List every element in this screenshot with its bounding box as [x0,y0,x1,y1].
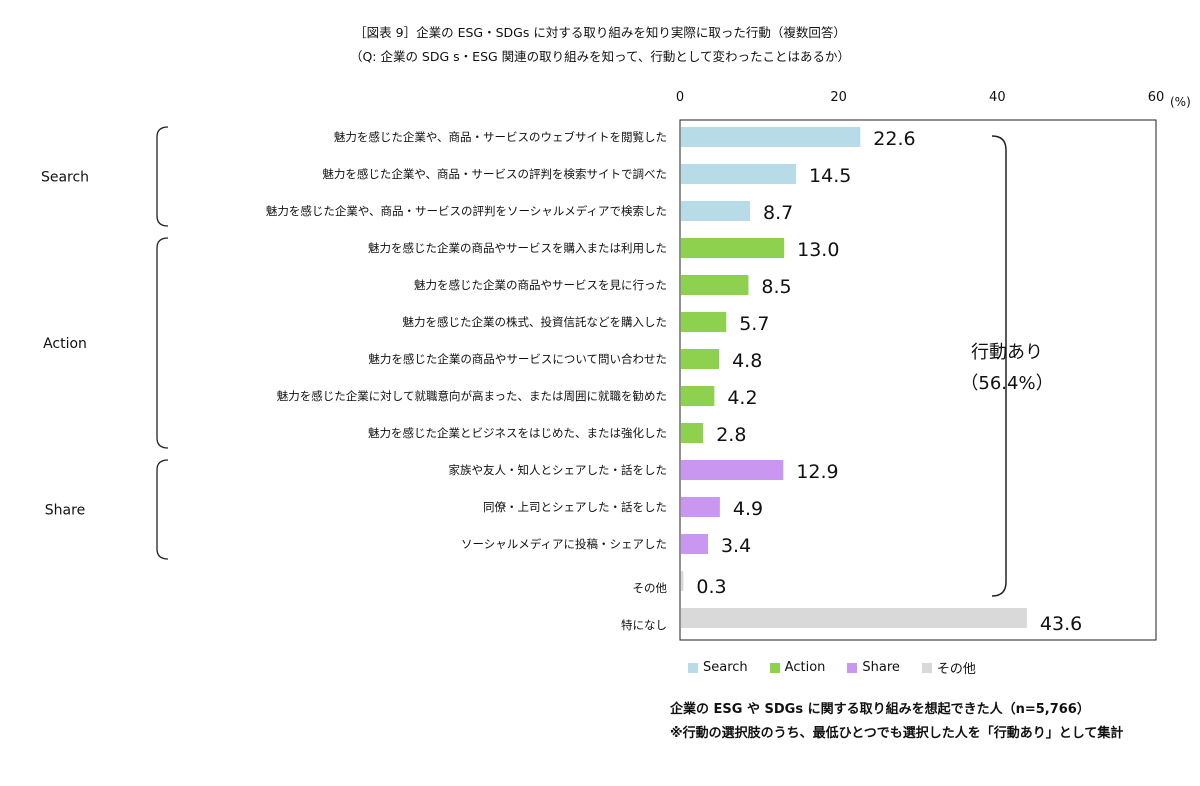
bar [681,127,861,147]
chart-subtitle: （Q: 企業の SDG s・ESG 関連の取り組みを知って、行動として変わったこ… [349,49,851,64]
category-label: 魅力を感じた企業とビジネスをはじめた、または強化した [368,426,667,440]
category-label: 特になし [621,618,667,632]
group-label: Share [45,503,85,519]
category-label: 魅力を感じた企業に対して就職意向が高まった、または周囲に就職を勧めた [277,389,667,403]
action-total-value: （56.4%） [960,373,1053,394]
category-label: 魅力を感じた企業の商品やサービスについて問い合わせた [368,352,667,366]
x-axis-unit: (%) [1170,95,1191,109]
bar [681,386,715,406]
chart-title: ［図表 9］企業の ESG・SDGs に対する取り組みを知り実際に取った行動（複… [354,25,846,40]
value-label: 13.0 [797,239,839,261]
value-label: 4.2 [727,387,757,409]
value-label: 4.8 [732,350,762,372]
group-bracket [156,459,169,560]
x-tick-label: 20 [830,90,847,105]
category-label: 魅力を感じた企業や、商品・サービスの評判をソーシャルメディアで検索した [266,204,667,218]
bar [681,571,684,591]
bar [681,349,720,369]
legend-swatch-search [688,662,698,673]
value-label: 8.7 [763,202,793,224]
value-label: 4.9 [733,498,763,520]
bar [681,238,785,258]
bar [681,460,784,480]
x-tick-label: 40 [989,90,1006,105]
legend-item-other: その他 [921,658,976,677]
value-label: 5.7 [739,313,769,335]
bar [681,201,751,221]
bar [681,608,1027,628]
legend-swatch-action [769,662,780,673]
action-total-label: 行動あり [971,342,1043,363]
legend-item-search: Search [688,658,748,677]
category-label: 魅力を感じた企業や、商品・サービスの評判を検索サイトで調べた [322,167,667,181]
legend-swatch-share [847,662,858,673]
bar [681,275,749,295]
value-label: 14.5 [809,165,851,187]
legend-label-other: その他 [936,662,976,677]
value-label: 22.6 [873,128,915,150]
legend: Search Action Share その他 [688,658,976,677]
value-label: 8.5 [761,276,791,298]
definition-note: ※行動の選択肢のうち、最低ひとつでも選択した人を「行動あり」として集計 [670,726,1124,741]
group-label: Action [43,336,87,352]
legend-swatch-other [921,662,932,673]
bar [681,534,708,554]
x-tick-label: 0 [676,90,684,105]
value-label: 0.3 [696,576,726,598]
legend-label-search: Search [703,660,748,675]
legend-label-action: Action [784,660,826,675]
bar [681,312,727,332]
category-label: 魅力を感じた企業や、商品・サービスのウェブサイトを閲覧した [334,130,667,144]
category-label: 魅力を感じた企業の株式、投資信託などを購入した [403,315,668,329]
category-label: その他 [633,581,668,595]
group-bracket [156,126,169,227]
action-total-bracket [991,135,1007,597]
bar-chart: 0 20 40 60 (%) 魅力を感じた企業や、商品・サービスのウェブサイトを閲覧した 2… [41,90,1191,641]
group-bracket [156,237,169,449]
plot-frame [679,119,1157,641]
category-label: 魅力を感じた企業の商品やサービスを見に行った [414,278,667,292]
bar [681,164,797,184]
bar [681,497,720,517]
value-label: 2.8 [716,424,746,446]
value-label: 3.4 [721,535,751,557]
category-label: 家族や友人・知人とシェアした・話をした [449,463,668,477]
bar [681,423,704,443]
group-label: Search [41,170,89,186]
category-label: ソーシャルメディアに投稿・シェアした [461,537,667,551]
legend-item-action: Action [769,658,826,677]
legend-item-share: Share [847,658,900,677]
sample-note: 企業の ESG や SDGs に関する取り組みを想起できた人（n=5,766） [670,702,1090,717]
category-label: 同僚・上司とシェアした・話をした [483,500,667,514]
value-label: 12.9 [796,461,838,483]
value-label: 43.6 [1040,613,1082,635]
x-tick-label: 60 [1148,90,1165,105]
category-label: 魅力を感じた企業の商品やサービスを購入または利用した [368,241,667,255]
legend-label-share: Share [862,660,900,675]
